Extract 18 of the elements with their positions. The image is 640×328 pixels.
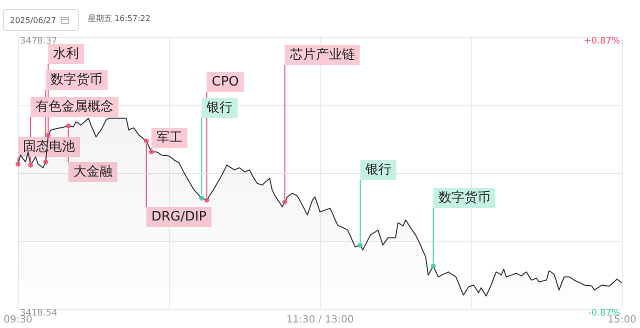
data-label: 银行 — [206, 100, 233, 116]
data-label: 数字货币 — [50, 72, 103, 88]
data-label: 有色金属概念 — [36, 100, 114, 114]
data-label: CPO — [212, 74, 239, 90]
data-label: 银行 — [364, 162, 392, 178]
x-tick-label: 09:30 — [4, 314, 32, 326]
data-label: 军工 — [156, 130, 182, 146]
data-label: 芯片产业链 — [288, 48, 355, 62]
data-label: DRG/DIP — [151, 210, 207, 224]
y-tick-label: 3478.37 — [20, 36, 58, 46]
text: 2025/06/27 — [10, 16, 56, 24]
x-tick-label: 15:00 — [608, 314, 636, 326]
x-tick-label: 11:30 / 13:00 — [286, 314, 354, 326]
data-label: 数字货币 — [438, 190, 490, 206]
y2-tick-label: +0.87% — [584, 36, 620, 46]
data-label: 水利 — [53, 46, 80, 62]
data-label: 大金融 — [73, 164, 112, 180]
text: 星期五 16:57:22 — [88, 13, 150, 24]
